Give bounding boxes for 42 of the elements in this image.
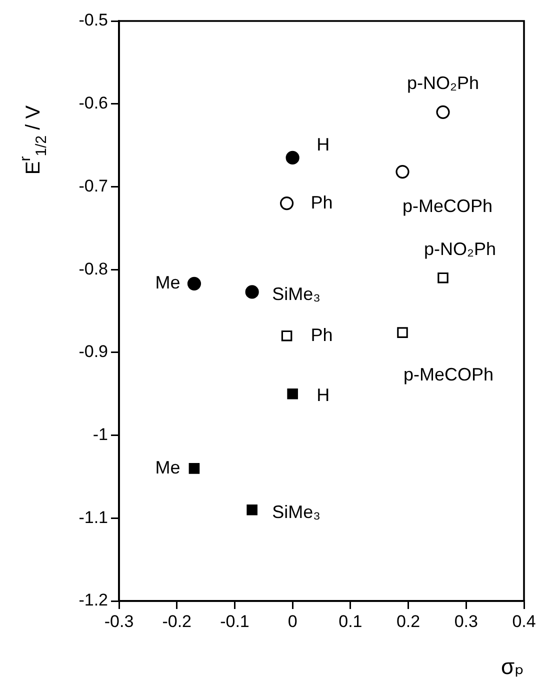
annotation: p-MeCOPh xyxy=(402,196,493,216)
x-tick-label: 0.3 xyxy=(454,612,478,631)
point xyxy=(187,276,202,290)
annotation: Me xyxy=(155,457,180,478)
y-tick-label: -0.7 xyxy=(78,176,108,196)
x-tick-label: 0.2 xyxy=(396,612,420,631)
annotation: p-NO₂Ph xyxy=(424,238,496,259)
point xyxy=(436,105,450,119)
point xyxy=(287,388,298,400)
point xyxy=(280,196,294,210)
point xyxy=(438,272,448,284)
y-tick-label: -0.5 xyxy=(78,10,108,30)
y-tick-label: -1.2 xyxy=(78,590,108,610)
point xyxy=(396,165,410,179)
x-tick-label: -0.1 xyxy=(220,612,250,631)
y-tick-label: -1.1 xyxy=(78,508,108,527)
y-axis-title: Er1/2 / V xyxy=(17,104,50,175)
point xyxy=(245,285,259,299)
x-tick-label: 0.4 xyxy=(512,612,536,631)
annotation: H xyxy=(316,134,330,155)
x-tick-label: 0.1 xyxy=(338,612,362,631)
annotation: Ph xyxy=(310,192,333,212)
y-tick-label: -0.6 xyxy=(78,94,108,113)
x-axis-title: σₚ xyxy=(501,654,524,680)
annotation: p-NO₂Ph xyxy=(406,73,480,94)
annotation: H xyxy=(316,384,330,405)
annotation: p-MeCOPh xyxy=(403,364,494,385)
annotation: SiMe₃ xyxy=(272,284,320,304)
point xyxy=(246,504,258,516)
x-tick-label: -0.2 xyxy=(162,612,192,631)
y-tick-label: -0.8 xyxy=(78,259,108,278)
annotation: SiMe₃ xyxy=(272,502,320,522)
y-tick-label: -1 xyxy=(92,424,108,444)
annotation: Me xyxy=(155,272,180,293)
annotation: Ph xyxy=(310,324,333,345)
y-tick-label: -0.9 xyxy=(78,342,108,362)
point xyxy=(397,327,408,338)
point xyxy=(286,150,300,165)
x-tick-label: 0 xyxy=(288,612,298,631)
point xyxy=(188,463,200,474)
x-tick-label: -0.3 xyxy=(104,612,134,631)
point xyxy=(281,330,292,342)
